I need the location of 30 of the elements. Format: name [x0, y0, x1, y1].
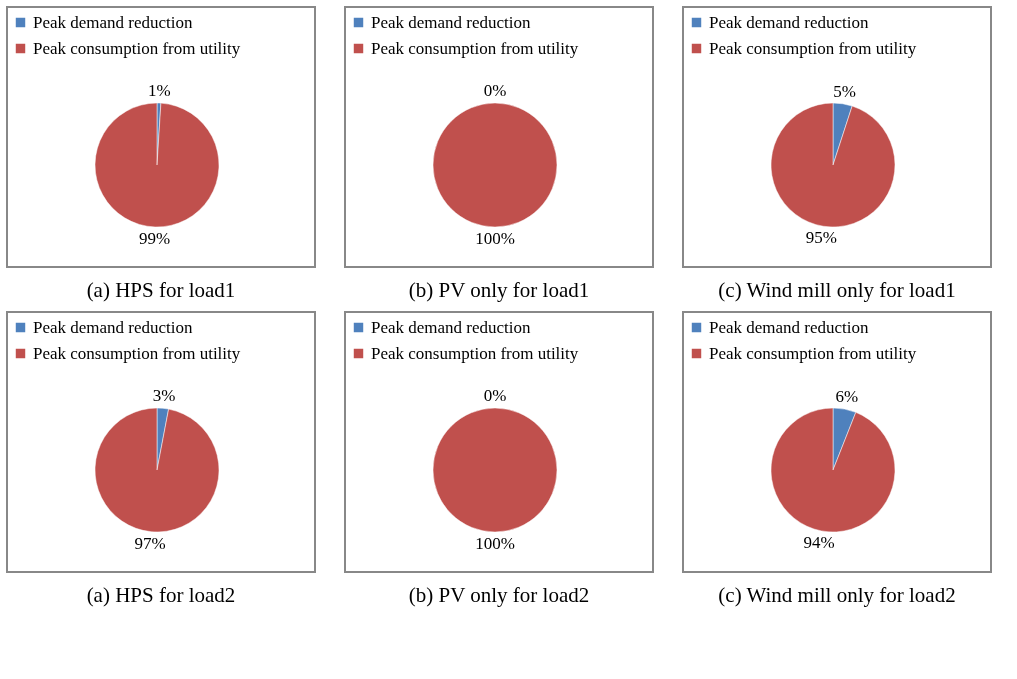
legend-label: Peak consumption from utility: [33, 343, 241, 363]
text: (b) PV only for load2: [407, 583, 591, 608]
data-label: 5%: [833, 81, 856, 101]
text: (a) HPS for load2: [85, 583, 237, 608]
text: (a) HPS for load1: [85, 278, 237, 303]
data-label: 95%: [805, 228, 838, 248]
legend-label: Peak demand reduction: [371, 12, 532, 32]
text: (b) PV only for load1: [407, 278, 591, 303]
legend-label: Peak demand reduction: [709, 317, 870, 337]
data-label: 3%: [152, 386, 176, 406]
data-label: 1%: [147, 81, 171, 101]
data-label: 100%: [475, 534, 515, 553]
legend-label: Peak consumption from utility: [709, 38, 917, 58]
data-label: 94%: [803, 532, 835, 552]
data-label: 6%: [835, 387, 859, 407]
text: 0%: [483, 81, 507, 100]
text: 0%: [483, 386, 507, 405]
legend-label: Peak demand reduction: [709, 12, 870, 32]
legend-label: Peak demand reduction: [33, 12, 194, 32]
legend-label: Peak demand reduction: [371, 317, 532, 337]
legend-label: Peak consumption from utility: [371, 343, 579, 363]
legend-label: Peak consumption from utility: [33, 38, 241, 58]
legend-label: Peak demand reduction: [33, 317, 194, 337]
data-label: 100%: [475, 229, 515, 248]
text: (c) Wind mill only for load2: [717, 583, 957, 608]
text: (c) Wind mill only for load1: [717, 278, 957, 303]
legend-label: Peak consumption from utility: [709, 343, 917, 363]
data-label: 97%: [134, 533, 166, 553]
data-label: 99%: [139, 228, 171, 248]
legend-label: Peak consumption from utility: [371, 38, 579, 58]
